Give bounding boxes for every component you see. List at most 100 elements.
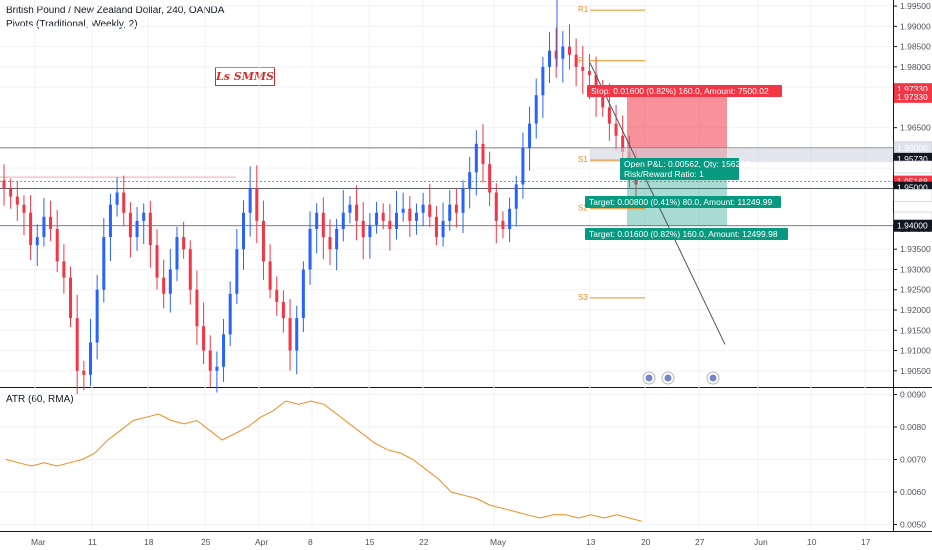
pivot-label-r1: R1 — [578, 5, 589, 14]
candle-body — [228, 293, 232, 335]
candle — [428, 183, 432, 228]
time-tick-label: Jun — [754, 537, 768, 547]
atr-tick-label: 0.0080 — [900, 422, 926, 432]
candle-body — [361, 220, 365, 238]
candle — [102, 218, 106, 303]
candle-body — [474, 143, 478, 173]
candle-body — [381, 212, 385, 221]
candle — [434, 206, 438, 246]
event-flag-icon-inner — [645, 374, 653, 382]
candle-body — [29, 212, 33, 246]
candle — [388, 204, 392, 251]
candle — [62, 244, 66, 294]
event-flag-icon-inner — [709, 374, 717, 382]
candle — [381, 203, 385, 230]
price-tag-bg — [893, 160, 932, 174]
candle-body — [268, 261, 272, 290]
candle-body — [614, 123, 618, 136]
candle — [261, 200, 265, 280]
candle — [488, 151, 492, 207]
candle — [82, 360, 86, 391]
candle-body — [308, 228, 312, 270]
chart-title: British Pound / New Zealand Dollar, 240,… — [6, 5, 225, 16]
candle-body — [355, 204, 359, 221]
candle — [255, 165, 259, 243]
time-tick-label: 18 — [144, 537, 154, 547]
candle — [528, 106, 532, 171]
candle — [281, 290, 285, 333]
candle-body — [607, 107, 611, 124]
candle-body — [368, 224, 372, 238]
candle — [188, 240, 192, 305]
time-tick-label: 8 — [308, 537, 313, 547]
candle — [95, 274, 99, 360]
atr-tick-label: 0.0070 — [900, 455, 926, 465]
time-tick-label: Mar — [31, 537, 46, 547]
price-tag-bg — [894, 90, 932, 103]
candle — [375, 201, 379, 234]
time-tick-label: 11 — [88, 537, 97, 547]
candle-body — [188, 249, 192, 290]
price-tick-label: 1.92500 — [900, 285, 931, 295]
candle-body — [574, 54, 578, 67]
candle-body — [335, 228, 339, 250]
candle-body — [261, 220, 265, 262]
price-tag-bg — [893, 189, 932, 202]
candle-body — [168, 269, 172, 294]
candle-body — [215, 366, 219, 371]
candle — [561, 31, 565, 83]
candle-body — [82, 370, 86, 375]
time-tick-label: May — [490, 537, 507, 547]
candle — [15, 181, 19, 221]
candle — [35, 224, 39, 266]
target2-label-bg — [585, 228, 788, 240]
candle-body — [182, 237, 186, 250]
risk-reward-label-bg — [620, 168, 739, 180]
price-tag-label: 1.95730 — [897, 154, 928, 164]
price-tick-label: 1.91000 — [900, 346, 931, 356]
candle-body — [35, 237, 39, 246]
atr-line — [5, 400, 643, 522]
candle — [288, 298, 292, 371]
candle — [335, 218, 339, 271]
stop-label: Stop: 0.01600 (0.82%) 160.0, Amount: 750… — [591, 86, 769, 96]
candle-body — [395, 212, 399, 229]
candle — [408, 196, 412, 237]
candle-body — [102, 237, 106, 290]
time-tick-label: 20 — [641, 537, 651, 547]
time-tick-label: 10 — [807, 537, 817, 547]
candle — [228, 281, 232, 347]
price-tick-label: 1.92000 — [900, 305, 931, 315]
candle-body — [601, 95, 605, 108]
candle-body — [434, 216, 438, 238]
candle — [581, 45, 585, 94]
time-tick-label: 15 — [365, 537, 375, 547]
target1-label: Target: 0.00800 (0.41%) 80.0, Amount: 11… — [589, 197, 772, 207]
price-tag-label: 1.96000 — [897, 143, 928, 153]
candle — [328, 219, 332, 265]
price-tick-label: 1.99000 — [900, 21, 931, 31]
candle-body — [315, 212, 319, 229]
price-tag-label: 1.97330 — [897, 84, 928, 94]
candle — [554, 27, 558, 78]
candle-body — [421, 204, 425, 213]
candle-body — [441, 220, 445, 238]
price-tick-label: 1.93500 — [900, 244, 931, 254]
candle — [295, 305, 299, 375]
pnl-label-bg — [620, 158, 739, 170]
candle-body — [295, 318, 299, 351]
candle-body — [521, 147, 525, 185]
price-tick-label: 1.98500 — [900, 42, 931, 52]
candle — [514, 175, 518, 227]
candle — [441, 202, 445, 247]
candle — [2, 164, 6, 206]
candle-body — [321, 212, 325, 238]
candle-body — [9, 188, 13, 197]
candle-body — [155, 245, 159, 278]
candle — [142, 203, 146, 244]
stop-loss-zone — [627, 89, 727, 159]
candle-body — [275, 289, 279, 302]
candle — [195, 270, 199, 345]
candle — [182, 221, 186, 259]
